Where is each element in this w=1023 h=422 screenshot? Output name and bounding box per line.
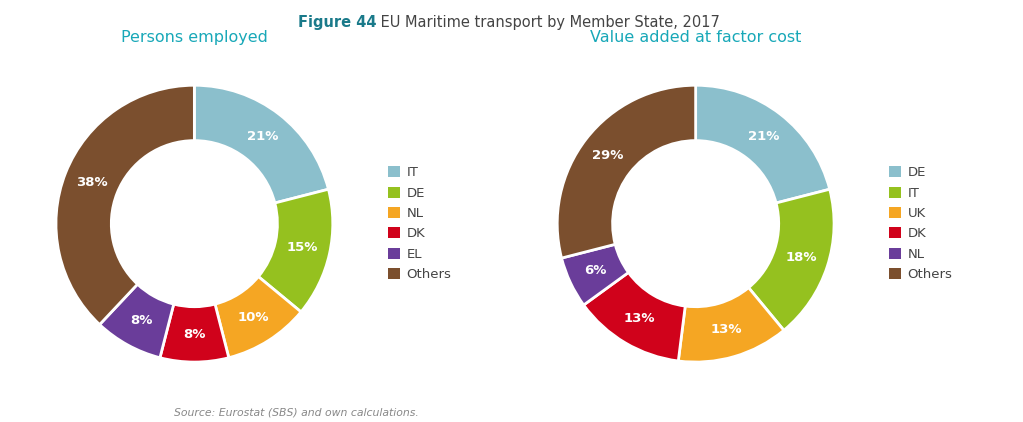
Wedge shape: [678, 288, 784, 362]
Text: Source: Eurostat (SBS) and own calculations.: Source: Eurostat (SBS) and own calculati…: [174, 408, 418, 418]
Wedge shape: [160, 304, 229, 362]
Text: 6%: 6%: [584, 264, 607, 277]
Legend: IT, DE, NL, DK, EL, Others: IT, DE, NL, DK, EL, Others: [388, 166, 451, 281]
Text: 13%: 13%: [624, 312, 655, 325]
Text: Figure 44: Figure 44: [298, 15, 376, 30]
Text: 29%: 29%: [592, 149, 624, 162]
Text: 13%: 13%: [711, 324, 743, 336]
Wedge shape: [215, 276, 301, 358]
Text: 8%: 8%: [130, 314, 152, 327]
Legend: DE, IT, UK, DK, NL, Others: DE, IT, UK, DK, NL, Others: [889, 166, 952, 281]
Title: Persons employed: Persons employed: [121, 30, 268, 45]
Text: 21%: 21%: [748, 130, 780, 143]
Text: EU Maritime transport by Member State, 2017: EU Maritime transport by Member State, 2…: [376, 15, 720, 30]
Wedge shape: [584, 273, 685, 361]
Text: 21%: 21%: [247, 130, 278, 143]
Wedge shape: [99, 284, 174, 358]
Text: 38%: 38%: [76, 176, 107, 189]
Wedge shape: [749, 189, 834, 330]
Wedge shape: [696, 85, 830, 203]
Title: Value added at factor cost: Value added at factor cost: [590, 30, 801, 45]
Wedge shape: [194, 85, 328, 203]
Text: 8%: 8%: [183, 328, 206, 341]
Wedge shape: [558, 85, 696, 258]
Text: 10%: 10%: [238, 311, 269, 324]
Wedge shape: [56, 85, 194, 325]
Wedge shape: [562, 244, 628, 305]
Text: 18%: 18%: [786, 252, 816, 264]
Wedge shape: [259, 189, 332, 312]
Text: 15%: 15%: [286, 241, 318, 254]
